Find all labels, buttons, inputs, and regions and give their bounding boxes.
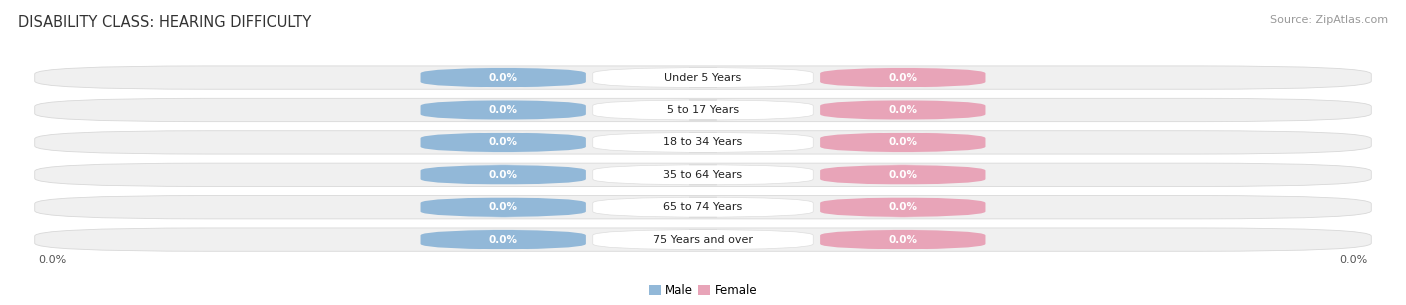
Text: 0.0%: 0.0%	[889, 73, 917, 83]
Text: DISABILITY CLASS: HEARING DIFFICULTY: DISABILITY CLASS: HEARING DIFFICULTY	[18, 15, 312, 30]
FancyBboxPatch shape	[35, 131, 1371, 154]
FancyBboxPatch shape	[35, 66, 1371, 89]
Text: 0.0%: 0.0%	[489, 235, 517, 245]
FancyBboxPatch shape	[35, 228, 1371, 251]
FancyBboxPatch shape	[593, 100, 813, 120]
Text: 0.0%: 0.0%	[889, 170, 917, 180]
Text: 0.0%: 0.0%	[489, 170, 517, 180]
FancyBboxPatch shape	[35, 163, 1371, 186]
FancyBboxPatch shape	[420, 67, 586, 88]
FancyBboxPatch shape	[820, 165, 986, 185]
FancyBboxPatch shape	[420, 230, 586, 250]
FancyBboxPatch shape	[593, 165, 813, 185]
Text: 65 to 74 Years: 65 to 74 Years	[664, 202, 742, 212]
FancyBboxPatch shape	[420, 197, 586, 217]
FancyBboxPatch shape	[420, 132, 586, 152]
Text: 0.0%: 0.0%	[489, 202, 517, 212]
Text: 0.0%: 0.0%	[38, 255, 66, 265]
Text: 75 Years and over: 75 Years and over	[652, 235, 754, 245]
Text: 0.0%: 0.0%	[889, 235, 917, 245]
FancyBboxPatch shape	[820, 67, 986, 88]
FancyBboxPatch shape	[420, 165, 586, 185]
FancyBboxPatch shape	[820, 100, 986, 120]
Text: 0.0%: 0.0%	[889, 202, 917, 212]
FancyBboxPatch shape	[820, 197, 986, 217]
FancyBboxPatch shape	[593, 230, 813, 250]
Text: Source: ZipAtlas.com: Source: ZipAtlas.com	[1270, 15, 1388, 25]
Text: 5 to 17 Years: 5 to 17 Years	[666, 105, 740, 115]
Text: 0.0%: 0.0%	[489, 73, 517, 83]
Text: 0.0%: 0.0%	[889, 105, 917, 115]
Text: 0.0%: 0.0%	[489, 137, 517, 147]
FancyBboxPatch shape	[820, 132, 986, 152]
Text: 35 to 64 Years: 35 to 64 Years	[664, 170, 742, 180]
Text: 0.0%: 0.0%	[489, 105, 517, 115]
Text: Under 5 Years: Under 5 Years	[665, 73, 741, 83]
FancyBboxPatch shape	[593, 132, 813, 152]
Text: 0.0%: 0.0%	[1340, 255, 1368, 265]
FancyBboxPatch shape	[820, 230, 986, 250]
Text: 0.0%: 0.0%	[889, 137, 917, 147]
FancyBboxPatch shape	[593, 197, 813, 217]
FancyBboxPatch shape	[35, 196, 1371, 219]
Text: 18 to 34 Years: 18 to 34 Years	[664, 137, 742, 147]
FancyBboxPatch shape	[420, 100, 586, 120]
FancyBboxPatch shape	[35, 98, 1371, 122]
FancyBboxPatch shape	[593, 67, 813, 88]
Legend: Male, Female: Male, Female	[644, 280, 762, 302]
